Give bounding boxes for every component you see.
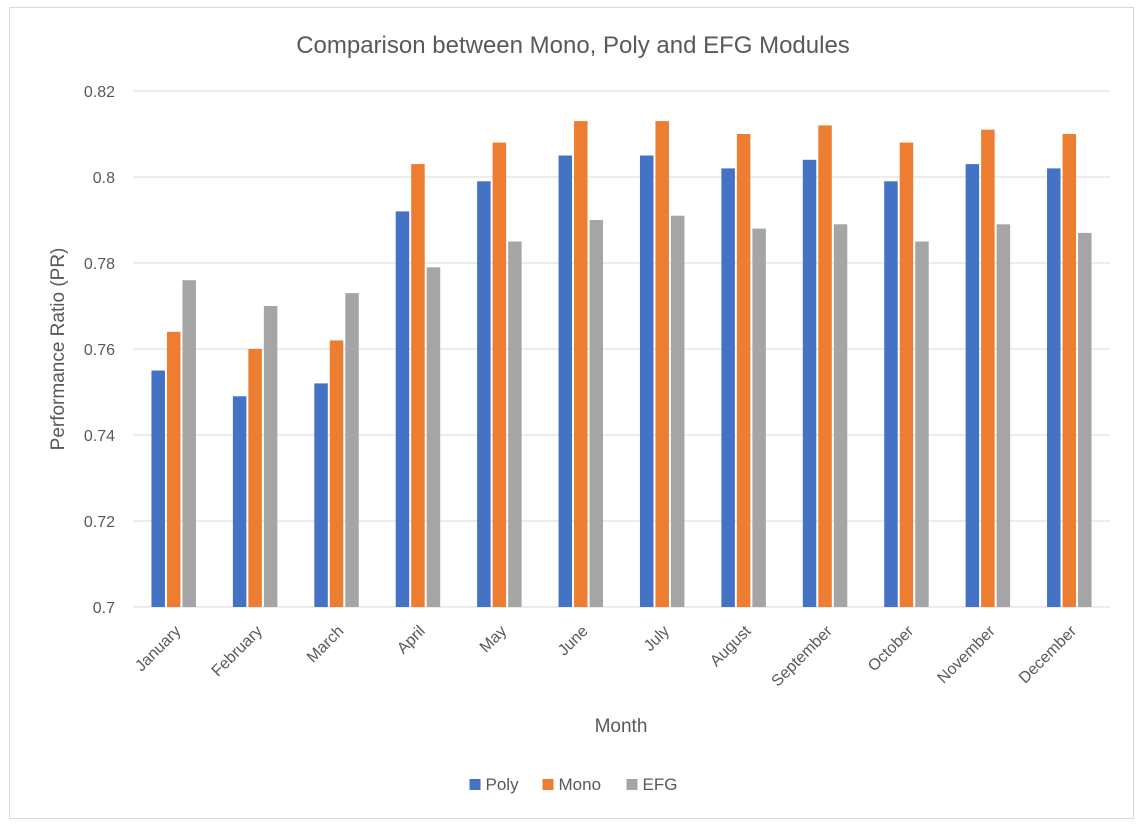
- gridlines: [133, 90, 1110, 608]
- bar-poly-february: [232, 396, 247, 607]
- x-tick-label: March: [304, 623, 347, 666]
- bar-mono-november: [981, 129, 995, 607]
- bar-efg-september: [833, 224, 848, 608]
- legend-swatch-efg: [626, 779, 638, 790]
- y-tick-label: 0.8: [93, 170, 115, 187]
- legend-swatch-mono: [542, 779, 554, 790]
- y-axis-label: Performance Ratio (PR): [48, 248, 69, 451]
- bar-poly-april: [395, 211, 410, 607]
- bar-efg-august: [752, 228, 766, 607]
- x-tick-label: September: [769, 622, 837, 690]
- bar-mono-april: [411, 164, 425, 607]
- x-tick-label: August: [707, 622, 755, 670]
- bar-poly-december: [1047, 168, 1061, 607]
- x-tick-label: May: [477, 623, 510, 656]
- bar-mono-february: [248, 349, 262, 607]
- bar-poly-november: [965, 164, 980, 607]
- bar-efg-january: [182, 280, 196, 607]
- bar-mono-march: [329, 340, 344, 607]
- x-tick-label: February: [209, 623, 266, 680]
- bar-mono-july: [655, 121, 669, 607]
- bar-mono-june: [574, 121, 588, 607]
- x-tick-label: November: [934, 622, 999, 687]
- y-axis-tick-labels: 0.7 0.72 0.74 0.76 0.78 0.8 0.82: [84, 84, 115, 617]
- y-tick-label: 0.82: [84, 84, 115, 101]
- y-tick-label: 0.76: [84, 342, 115, 359]
- bar-poly-june: [558, 155, 573, 607]
- bar-poly-may: [477, 181, 491, 608]
- bar-efg-december: [1078, 232, 1092, 607]
- bar-poly-july: [639, 155, 654, 607]
- x-axis-tick-labels: January February March April May June July Augu…: [132, 622, 1080, 690]
- bar-efg-february: [263, 306, 278, 607]
- x-tick-label: July: [641, 623, 673, 655]
- legend-label-poly: Poly: [486, 775, 520, 794]
- x-tick-label: June: [555, 623, 592, 660]
- bar-poly-october: [884, 181, 898, 608]
- bar-mono-october: [899, 142, 914, 607]
- y-tick-label: 0.78: [84, 256, 115, 273]
- x-tick-label: October: [865, 622, 918, 675]
- chart-title: Comparison between Mono, Poly and EFG Mo…: [296, 32, 850, 59]
- bar-efg-july: [670, 215, 685, 607]
- legend-swatch-poly: [469, 779, 481, 790]
- x-axis-label: Month: [595, 716, 648, 737]
- x-tick-label: January: [132, 623, 184, 675]
- bar-poly-march: [314, 383, 328, 607]
- legend: Poly Mono EFG: [469, 775, 678, 794]
- bar-mono-may: [492, 142, 507, 607]
- bar-mono-august: [736, 134, 751, 607]
- legend-label-mono: Mono: [559, 775, 602, 794]
- y-tick-label: 0.72: [84, 514, 115, 531]
- bar-poly-january: [151, 370, 165, 607]
- legend-label-efg: EFG: [643, 775, 678, 794]
- bar-efg-june: [589, 220, 604, 607]
- bar-efg-april: [426, 267, 441, 607]
- bar-poly-august: [721, 168, 735, 607]
- x-tick-label: December: [1016, 622, 1081, 687]
- y-tick-label: 0.74: [84, 428, 115, 445]
- y-tick-label: 0.7: [93, 600, 115, 617]
- bar-poly-september: [802, 159, 817, 608]
- bar-efg-march: [345, 293, 359, 607]
- bar-mono-september: [818, 125, 832, 608]
- bar-efg-november: [996, 224, 1011, 608]
- bar-efg-october: [915, 241, 929, 607]
- bar-mono-january: [166, 331, 181, 607]
- bars: [151, 121, 1092, 608]
- bar-efg-may: [508, 241, 522, 607]
- bar-mono-december: [1062, 134, 1077, 607]
- x-tick-label: April: [394, 623, 429, 658]
